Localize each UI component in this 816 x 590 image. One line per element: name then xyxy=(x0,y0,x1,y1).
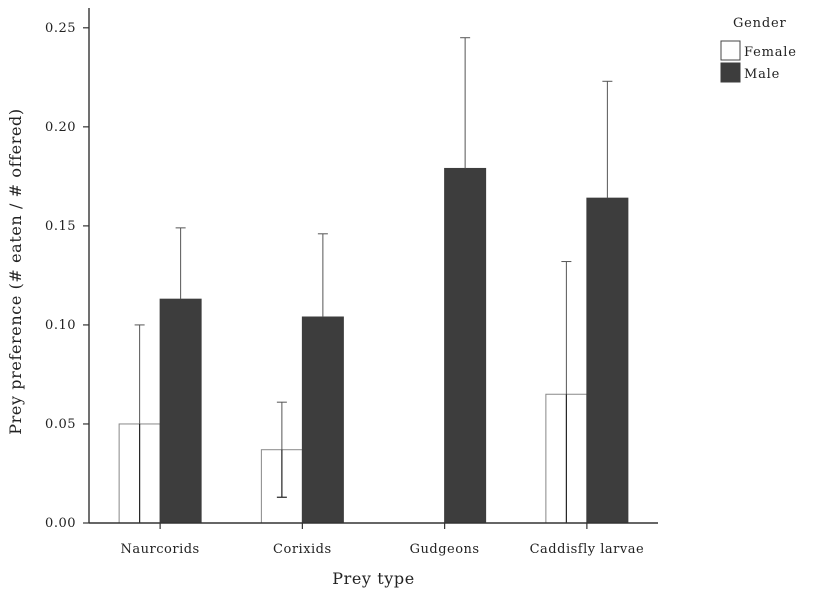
x-tick-label: Corixids xyxy=(273,542,332,557)
legend: Gender Female Male xyxy=(720,16,797,83)
legend-label-female: Female xyxy=(744,45,797,60)
x-axis-title: Prey type xyxy=(332,569,415,588)
y-axis-ticks: 0.00 0.05 0.10 0.15 0.20 0.25 xyxy=(45,21,89,531)
y-tick-label: 0.10 xyxy=(45,318,76,333)
bar-male-1 xyxy=(301,316,344,524)
y-tick-label: 0.00 xyxy=(45,516,76,531)
legend-swatch-female xyxy=(720,40,741,61)
legend-label-male: Male xyxy=(744,67,780,82)
y-tick-label: 0.20 xyxy=(45,120,76,135)
x-tick-label: Naurcorids xyxy=(121,542,200,557)
y-axis-title: Prey preference (# eaten / # offered) xyxy=(6,108,25,434)
y-tick-label: 0.15 xyxy=(45,219,76,234)
bar-male-3 xyxy=(586,197,629,524)
legend-title: Gender xyxy=(733,16,786,31)
x-tick-label: Caddisfly larvae xyxy=(530,542,645,557)
legend-swatch-male xyxy=(720,62,741,83)
bar-male-0 xyxy=(159,298,202,524)
plot-area xyxy=(118,37,629,524)
bar-male-2 xyxy=(444,167,487,524)
y-tick-label: 0.25 xyxy=(45,21,76,36)
legend-items: Female Male xyxy=(720,40,797,83)
x-tick-label: Gudgeons xyxy=(410,542,480,557)
x-axis-ticks: Naurcorids Corixids Gudgeons Caddisfly larv… xyxy=(121,523,645,557)
y-tick-label: 0.05 xyxy=(45,417,76,432)
